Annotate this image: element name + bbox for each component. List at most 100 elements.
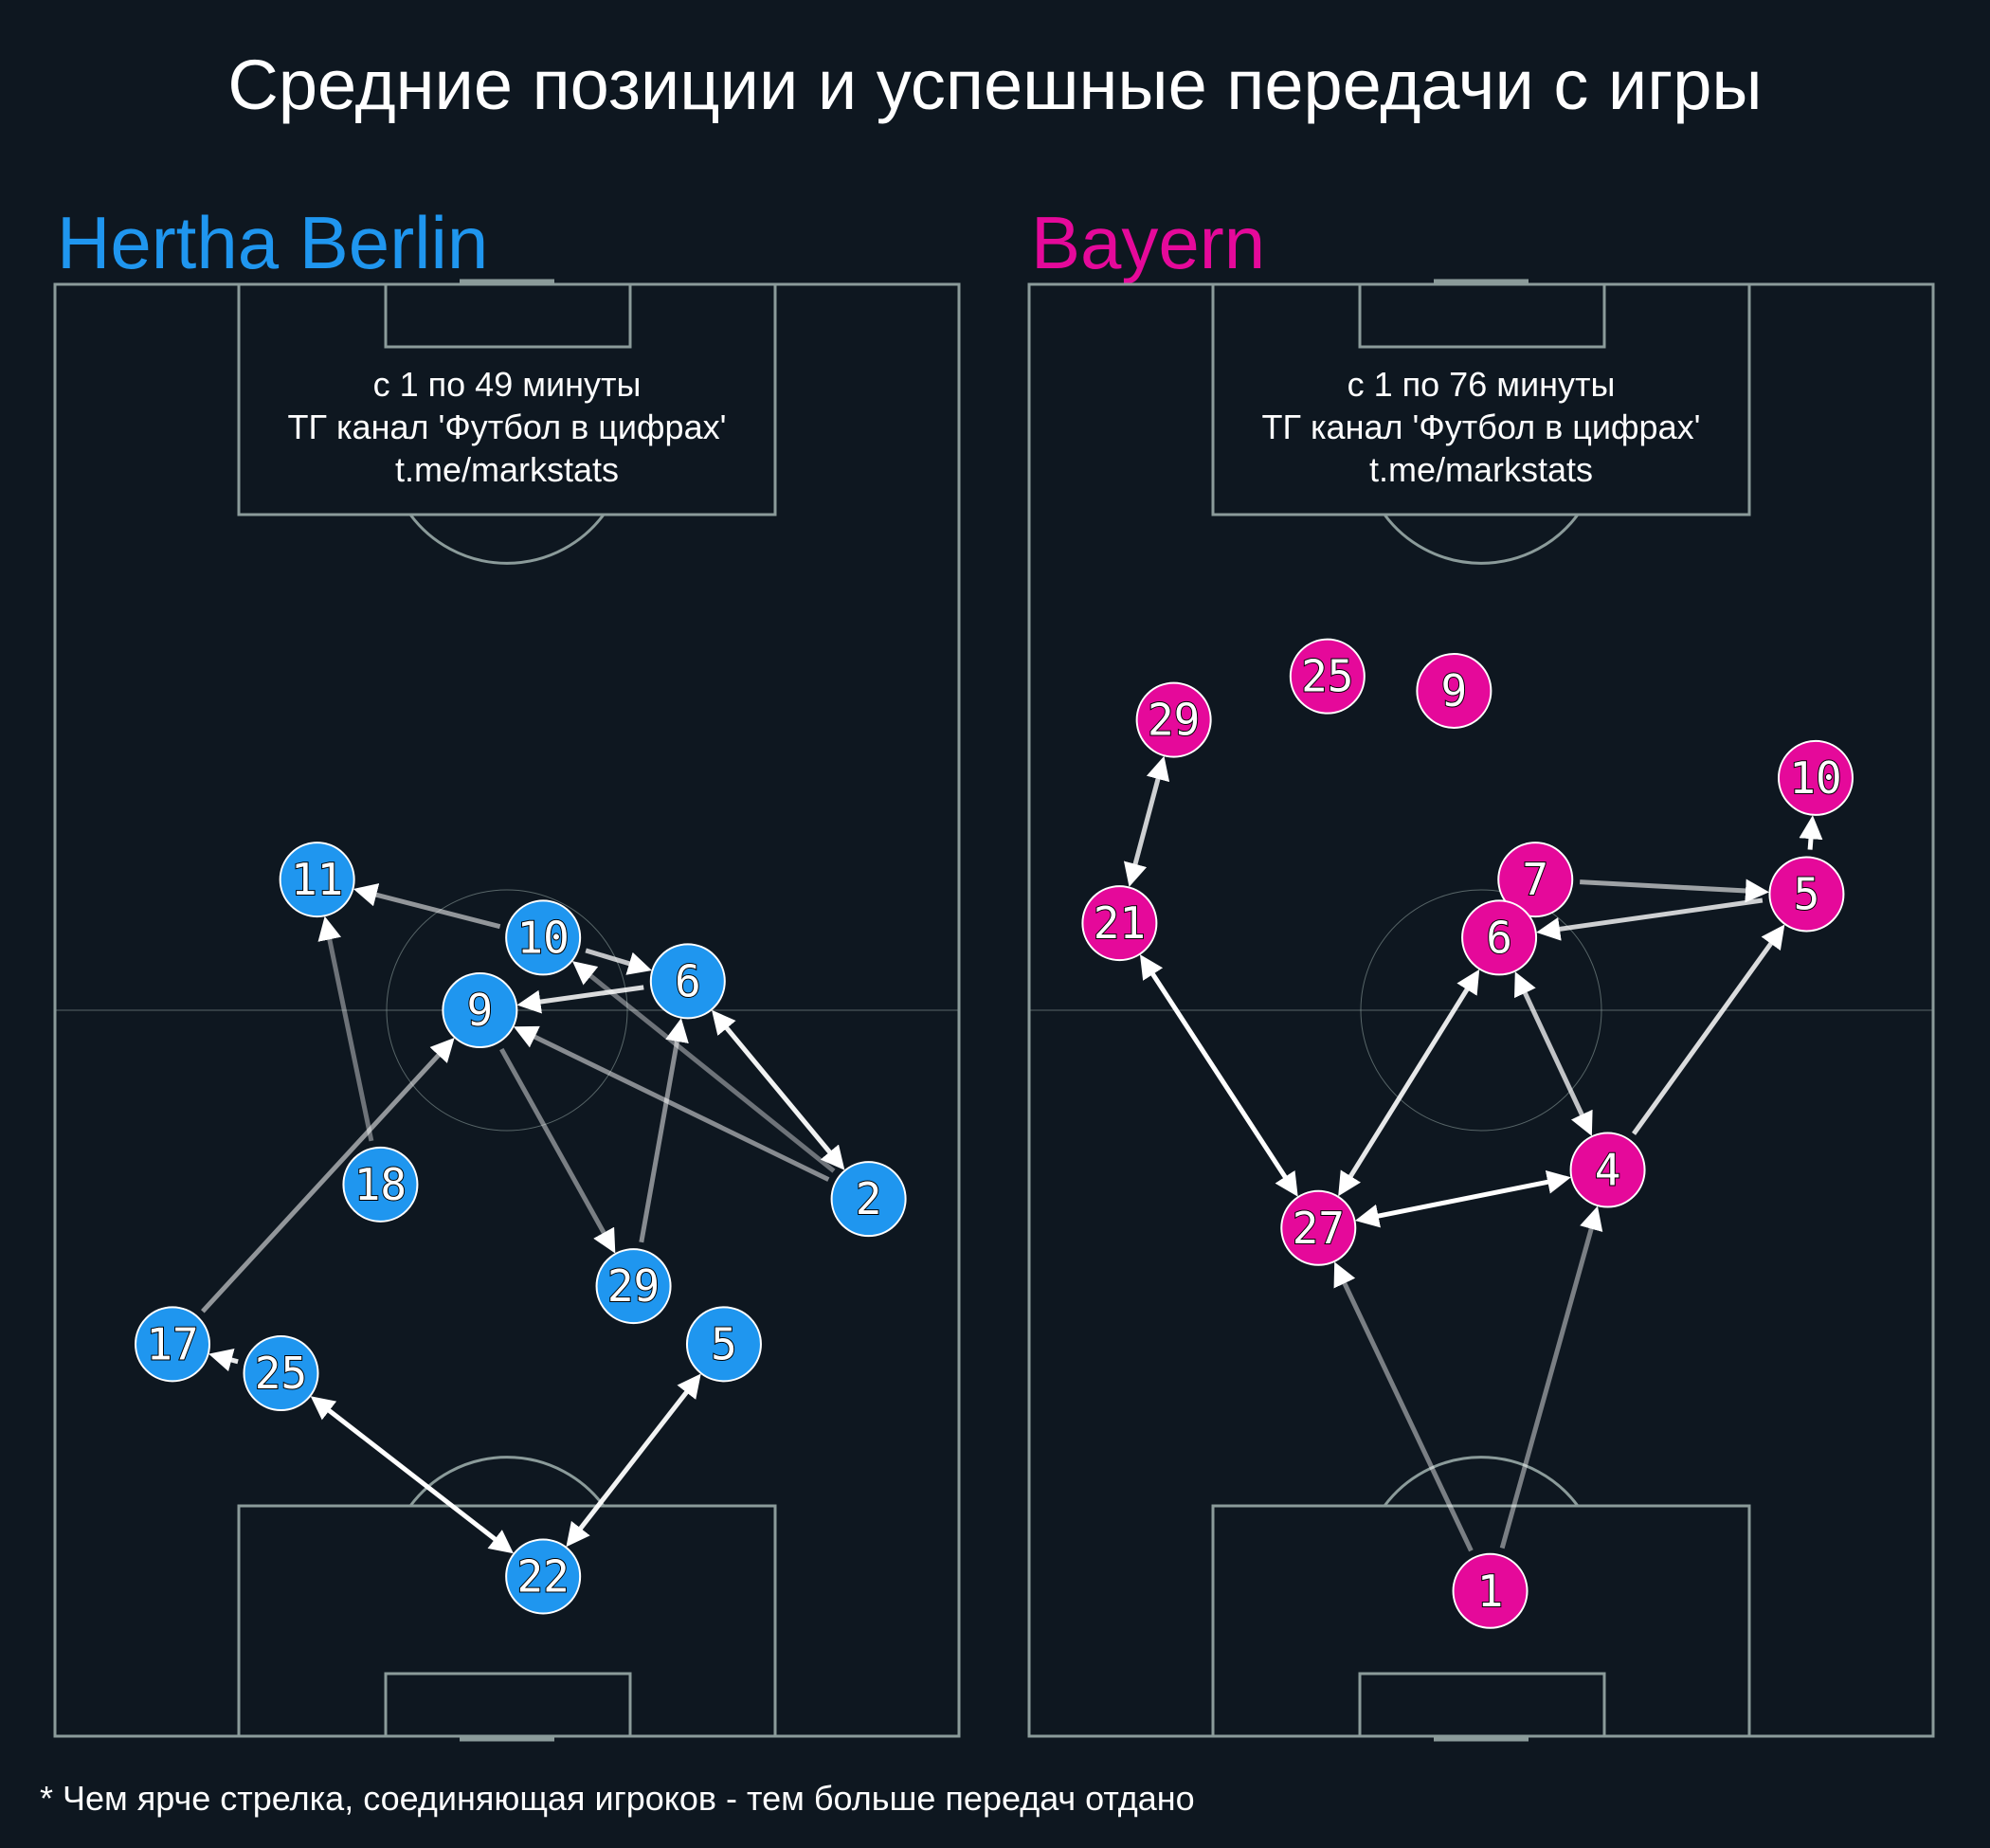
period-label: с 1 по 76 минуты [1348,365,1616,404]
player-circle [830,1161,907,1238]
player-number: 4 [1595,1145,1621,1196]
player-circle [1280,1189,1357,1266]
player-marker-25: 25 [1289,638,1366,715]
team-name-bayern: Bayern [1031,201,1265,284]
player-number: 9 [1441,665,1468,716]
player-marker-29: 29 [1135,681,1212,758]
player-circle [685,1306,762,1383]
info-text-bayern: с 1 по 76 минуты ТГ канал 'Футбол в цифр… [1262,365,1701,489]
player-number: 11 [291,854,343,905]
player-marker-10: 10 [1777,739,1854,816]
player-number: 29 [1148,695,1200,746]
player-marker-27: 27 [1280,1189,1357,1266]
player-circle [505,899,582,976]
info-text-hertha: с 1 по 49 минуты ТГ канал 'Футбол в цифр… [288,365,727,489]
period-label: с 1 по 49 минуты [373,365,642,404]
team-panel-hertha: Hertha Berlin с 1 по 49 минуты ТГ канал … [53,201,961,1742]
player-marker-2: 2 [830,1161,907,1238]
player-marker-25: 25 [243,1335,319,1411]
player-circle [1289,638,1366,715]
pass-arrow-21-to-29 [1123,755,1170,887]
player-circle [135,1306,211,1383]
pass-arrow-10-to-6 [585,948,652,975]
player-circle [1081,885,1158,962]
penalty-arc-top [1383,514,1580,565]
player-number: 27 [1293,1203,1345,1254]
player-circle [442,972,518,1048]
player-circle [1497,842,1574,918]
channel-link[interactable]: t.me/markstats [1369,450,1593,489]
pass-arrow-7-to-5 [1580,879,1769,903]
pass-arrow-9-to-29 [499,1047,616,1254]
player-marker-29: 29 [595,1248,672,1325]
player-circle [1569,1132,1646,1208]
pass-arrow-18-to-11 [317,915,374,1142]
player-marker-11: 11 [279,842,355,918]
player-number: 5 [711,1318,737,1369]
pass-arrow-1-to-4 [1499,1205,1603,1549]
penalty-arc-bottom [1383,1456,1580,1507]
player-marker-17: 17 [135,1306,211,1383]
player-number: 10 [1789,752,1841,804]
goal-area-top [384,282,632,349]
player-circle [342,1146,419,1223]
pass-arrow-29-to-6 [639,1018,689,1243]
pass-arrow-5-to-6 [1536,897,1764,941]
player-circle [1416,652,1492,729]
player-marker-4: 4 [1569,1132,1646,1208]
goal-area-bottom [1358,1672,1606,1738]
player-number: 6 [675,955,701,1006]
pass-arrows-bayern [1123,755,1823,1552]
figure-title: Средние позиции и успешные передачи с иг… [227,45,1762,124]
pass-arrow-22-to-5 [566,1373,701,1548]
player-number: 25 [1301,651,1353,702]
player-marker-6: 6 [649,943,726,1020]
pass-arrow-21-to-27 [1139,954,1298,1197]
player-marker-5: 5 [685,1306,762,1383]
goal-area-bottom [384,1672,632,1738]
pass-arrow-6-to-4 [1514,971,1593,1136]
player-marker-1: 1 [1452,1552,1529,1629]
team-panel-bayern: Bayern с 1 по 76 минуты ТГ канал 'Футбол… [1027,201,1935,1742]
pass-arrow-1-to-27 [1333,1261,1474,1552]
goal-area-top [1358,282,1606,349]
player-marker-6: 6 [1461,899,1538,976]
player-marker-9: 9 [442,972,518,1048]
pass-arrows-hertha [201,883,845,1554]
penalty-arc-top [408,514,606,565]
player-number: 9 [467,985,494,1036]
pass-arrow-27-to-4 [1355,1169,1571,1228]
pass-arrow-6-to-2 [712,1009,845,1170]
player-number: 6 [1486,912,1512,963]
player-circle [1461,899,1538,976]
player-marker-21: 21 [1081,885,1158,962]
player-marker-7: 7 [1497,842,1574,918]
pass-arrow-25-to-17 [208,1348,239,1372]
footnote: * Чем ярче стрелка, соединяющая игроков … [40,1779,1195,1818]
center-circle [386,889,628,1132]
pass-arrow-25-to-22 [310,1396,514,1554]
player-markers-hertha: 11 10 6 9 2 18 29 17 25 5 22 [135,842,907,1615]
player-circle [595,1248,672,1325]
player-circle [1135,681,1212,758]
pass-arrow-5-to-10 [1799,815,1823,850]
player-circle [505,1538,582,1615]
pass-arrow-6-to-9 [516,985,644,1014]
channel-link[interactable]: t.me/markstats [395,450,619,489]
channel-label: ТГ канал 'Футбол в цифрах' [1262,408,1701,446]
player-number: 1 [1477,1566,1504,1617]
pass-arrow-27-to-6 [1338,969,1480,1197]
pitch-bayern [1027,279,1935,1742]
player-number: 18 [354,1159,407,1210]
player-circle [279,842,355,918]
player-number: 21 [1094,897,1146,949]
player-marker-5: 5 [1768,856,1845,933]
pass-arrow-4-to-5 [1632,924,1785,1135]
player-markers-bayern: 25 9 29 10 7 5 21 6 4 27 1 [1081,638,1854,1629]
team-name-hertha: Hertha Berlin [57,201,488,284]
player-circle [1768,856,1845,933]
channel-label: ТГ канал 'Футбол в цифрах' [288,408,727,446]
player-number: 2 [856,1173,882,1224]
player-marker-10: 10 [505,899,582,976]
